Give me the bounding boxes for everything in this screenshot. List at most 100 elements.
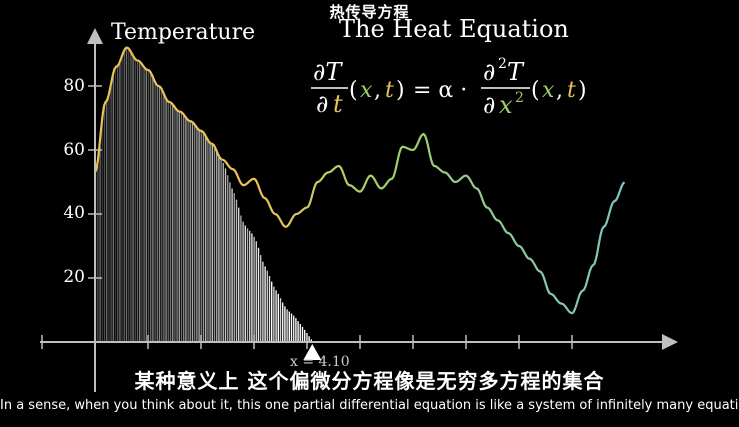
eq-arg-close: ) <box>396 78 405 103</box>
temperature-bar <box>196 126 198 342</box>
temperature-bar <box>257 247 260 342</box>
temperature-bar <box>260 255 262 342</box>
temperature-bar <box>183 113 185 342</box>
equation-title: The Heat Equation <box>339 15 569 43</box>
temperature-bar <box>121 57 123 342</box>
temperature-bar <box>262 261 264 342</box>
temperature-bar <box>145 68 147 343</box>
temperature-bar <box>211 143 213 342</box>
eq-arg2-x: x <box>542 78 555 103</box>
chinese-title: 热传导方程 <box>329 3 410 21</box>
eq-rhs-den-x: x <box>499 91 513 119</box>
temperature-bar <box>266 270 268 342</box>
temperature-bar <box>110 87 112 342</box>
eq-arg2-t: t <box>567 78 576 103</box>
temperature-bar <box>106 101 108 343</box>
temperature-bar <box>240 215 242 342</box>
temperature-bar <box>101 124 103 342</box>
temperature-bar <box>275 290 277 342</box>
temperature-bar <box>249 230 251 342</box>
temperature-bar <box>139 60 141 343</box>
eq-lhs-numerator: ∂T <box>313 58 343 86</box>
eq-rhs-den-sup: 2 <box>515 90 524 106</box>
temperature-bar <box>233 193 235 342</box>
temperature-bar <box>114 68 117 343</box>
temperature-bar <box>297 321 299 342</box>
eq-arg2-open: ( <box>531 78 540 103</box>
temperature-bar <box>154 80 156 342</box>
temperature-bar <box>117 66 119 342</box>
temperature-bar <box>187 119 189 343</box>
temperature-bar <box>229 182 231 342</box>
temperature-bar <box>271 281 273 342</box>
temperature-bar <box>136 60 139 343</box>
marker-readout: x = 4.10 <box>290 354 350 370</box>
temperature-bar <box>141 63 143 342</box>
position-marker <box>303 344 322 360</box>
temperature-bar <box>227 175 229 342</box>
temperature-bar <box>167 101 169 342</box>
temperature-bar <box>238 207 240 342</box>
temperature-bar <box>128 48 130 342</box>
temperature-bar <box>251 233 253 342</box>
y-tick-60: 60 <box>63 140 85 160</box>
y-axis-label: Temperature <box>111 20 256 45</box>
eq-rhs-num-partial: ∂ <box>483 58 495 86</box>
temperature-bar <box>174 106 176 343</box>
eq-arg2-close: ) <box>578 78 587 103</box>
temperature-bar <box>222 162 224 342</box>
x-axis-arrow <box>662 334 678 350</box>
temperature-bar <box>310 339 312 342</box>
temperature-bar <box>169 102 172 342</box>
temperature-bar <box>198 129 200 342</box>
temperature-bar <box>119 63 121 342</box>
temperature-bar <box>143 66 145 342</box>
temperature-bar <box>224 168 227 342</box>
temperature-bars <box>95 48 312 343</box>
temperature-bar <box>165 97 167 343</box>
eq-arg-open: ( <box>349 78 358 103</box>
temperature-bar <box>290 313 293 342</box>
temperature-bar <box>264 266 266 342</box>
temperature-bar <box>284 306 286 342</box>
temperature-bar <box>279 298 282 342</box>
temperature-bar <box>255 241 257 342</box>
temperature-bar <box>216 149 218 342</box>
temperature-bar <box>231 188 233 342</box>
temperature-bar <box>299 324 301 342</box>
temperature-bar <box>176 109 178 343</box>
temperature-bar <box>273 286 275 342</box>
temperature-bar <box>130 50 132 342</box>
temperature-bar <box>253 236 255 342</box>
temperature-bar <box>277 293 279 342</box>
temperature-bar <box>132 54 134 342</box>
eq-lhs-den-t: t <box>333 90 343 118</box>
eq-arg2-comma: , <box>556 78 563 103</box>
eq-arg-x: x <box>360 78 373 103</box>
eq-rhs-num-sup: 2 <box>498 56 507 72</box>
temperature-line <box>93 46 626 315</box>
eq-rhs-num-T: T <box>507 58 525 86</box>
temperature-bar <box>308 336 310 342</box>
temperature-bar <box>108 97 110 342</box>
temperature-bar <box>194 123 196 342</box>
temperature-bar <box>293 315 295 342</box>
subtitle-english: In a sense, when you think about it, thi… <box>0 398 739 413</box>
temperature-bar <box>209 142 211 342</box>
temperature-bar <box>134 58 136 343</box>
y-tick-80: 80 <box>63 76 85 96</box>
temperature-bar <box>220 158 222 342</box>
temperature-bar <box>268 276 271 342</box>
temperature-bar <box>207 138 209 342</box>
temperature-bar <box>218 154 220 342</box>
temperature-bar <box>163 92 165 343</box>
temperature-bar <box>301 326 304 342</box>
temperature-bar <box>304 329 306 342</box>
eq-rhs-den-partial: ∂ <box>483 91 495 119</box>
eq-arg-t: t <box>385 78 394 103</box>
temperature-bar <box>158 86 161 342</box>
temperature-bar <box>152 75 154 343</box>
